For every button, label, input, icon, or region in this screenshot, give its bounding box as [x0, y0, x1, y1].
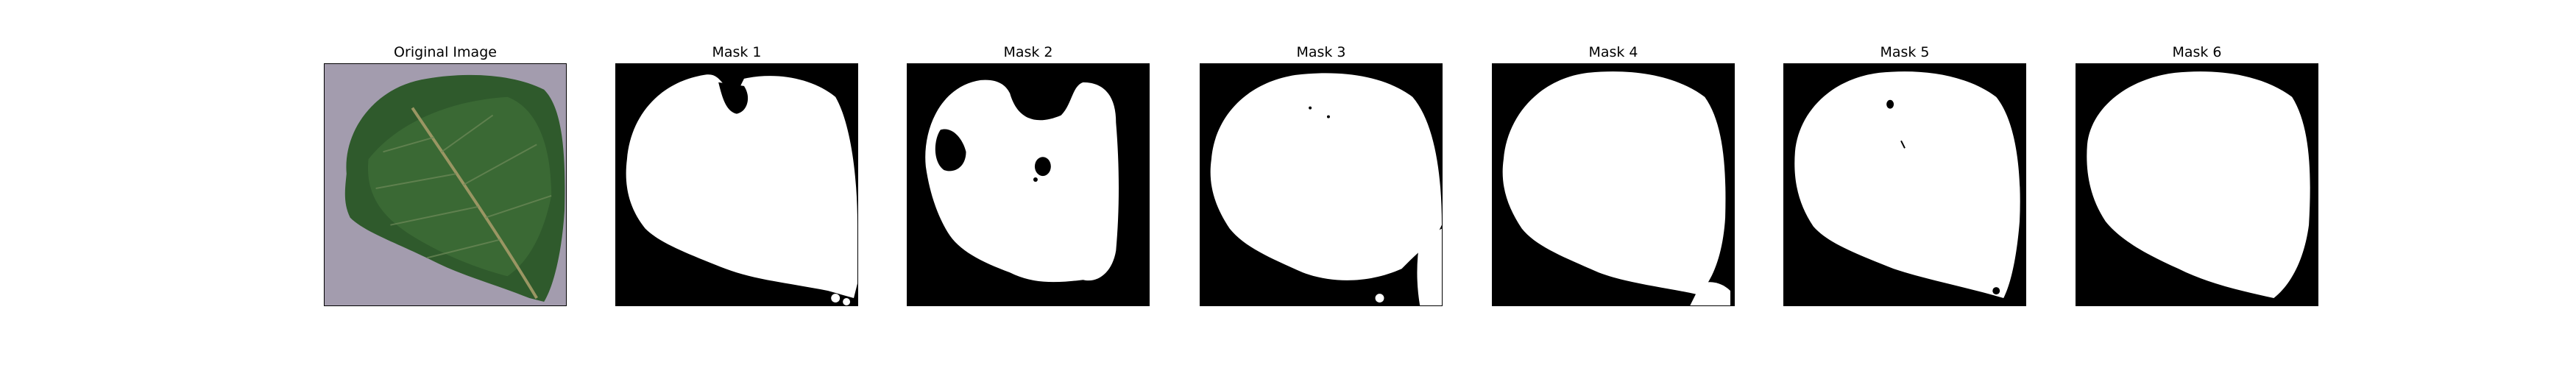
leaf-photo — [325, 64, 566, 305]
panel-title: Mask 5 — [1880, 44, 1930, 60]
panel-title: Mask 3 — [1296, 44, 1346, 60]
mask-image — [1783, 63, 2026, 306]
mask-3-image — [1200, 64, 1442, 305]
mask-image — [2076, 63, 2318, 306]
panel-title: Mask 2 — [1003, 44, 1053, 60]
panel-title: Original Image — [394, 44, 497, 60]
mask-image — [1492, 63, 1735, 306]
mask-5-image — [1784, 64, 2025, 305]
panel-title: Mask 1 — [712, 44, 762, 60]
mask-2-image — [907, 64, 1149, 305]
original-image — [324, 63, 567, 306]
panel-title: Mask 6 — [2172, 44, 2222, 60]
mask-6-image — [2076, 64, 2318, 305]
mask-1-image — [616, 64, 857, 305]
mask-image — [907, 63, 1150, 306]
mask-image — [1200, 63, 1443, 306]
panel-title: Mask 4 — [1588, 44, 1638, 60]
mask-4-image — [1493, 64, 1734, 305]
mask-image — [615, 63, 858, 306]
